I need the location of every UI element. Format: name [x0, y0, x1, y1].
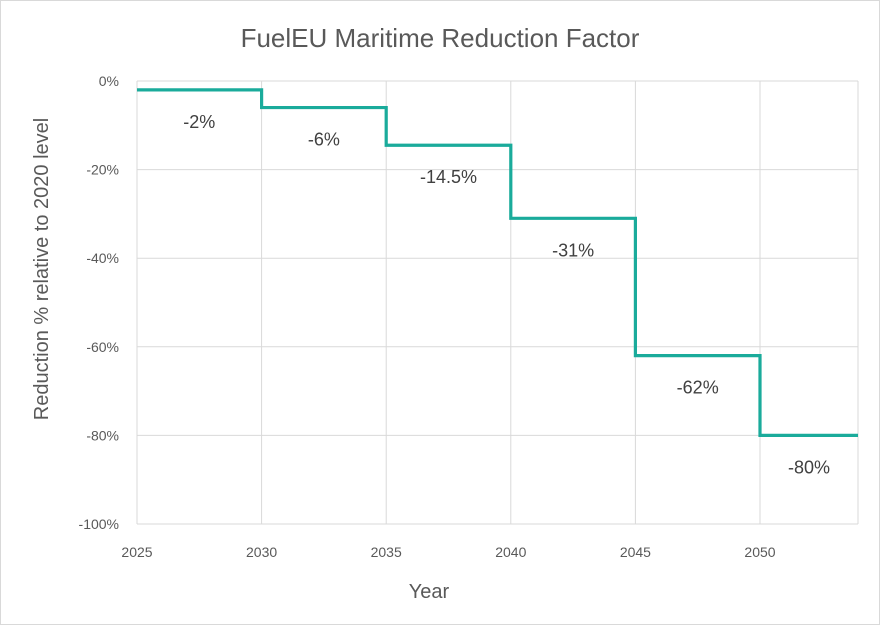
x-tick-label: 2045 — [620, 544, 651, 560]
y-tick-label: -60% — [86, 339, 119, 355]
chart-title: FuelEU Maritime Reduction Factor — [241, 23, 640, 53]
x-tick-label: 2035 — [371, 544, 402, 560]
x-axis-title: Year — [409, 581, 450, 603]
y-tick-label: 0% — [99, 73, 119, 89]
y-tick-label: -40% — [86, 250, 119, 266]
series-line — [137, 88, 858, 437]
data-label: -2% — [183, 112, 215, 132]
series-step-line — [137, 88, 858, 437]
gridlines — [136, 80, 859, 525]
x-tick-label: 2025 — [121, 544, 152, 560]
data-label: -14.5% — [420, 167, 477, 187]
y-tick-label: -80% — [86, 427, 119, 443]
y-tick-label: -20% — [86, 162, 119, 178]
data-labels: -2% -6% -14.5% -31% -62% -80% — [183, 112, 830, 478]
x-tick-label: 2040 — [495, 544, 526, 560]
data-label: -80% — [788, 457, 830, 477]
x-tick-label: 2030 — [246, 544, 277, 560]
x-tick-label: 2050 — [744, 544, 775, 560]
y-tick-label: -100% — [79, 516, 119, 532]
data-label: -31% — [552, 240, 594, 260]
y-axis-ticks: 0% -20% -40% -60% -80% -100% — [79, 73, 119, 532]
data-label: -6% — [308, 130, 340, 150]
x-axis-ticks: 2025 2030 2035 2040 2045 2050 — [121, 544, 775, 560]
y-axis-title: Reduction % relative to 2020 level — [31, 118, 53, 420]
data-label: -62% — [677, 378, 719, 398]
